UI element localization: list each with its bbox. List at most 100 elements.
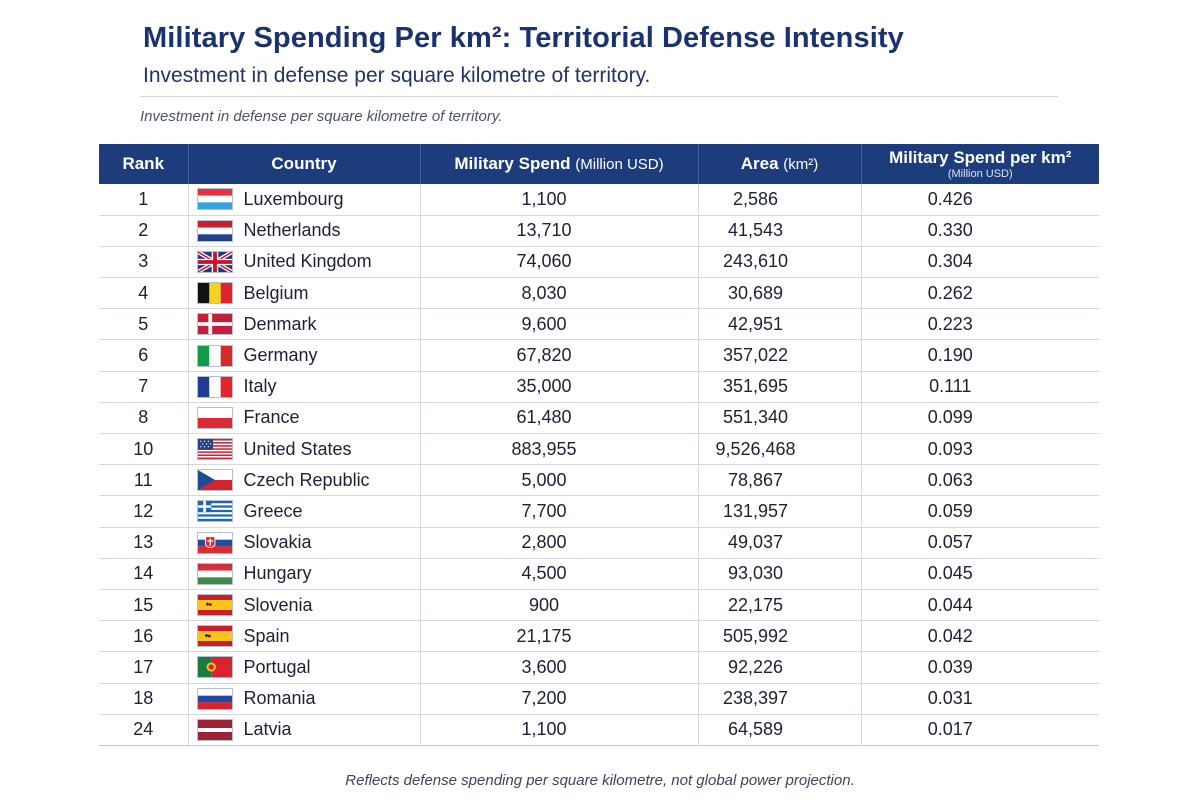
spend-per-km2-cell: 0.042 <box>861 620 1099 653</box>
rank-cell: 6 <box>99 339 189 372</box>
country-cell-content: Romania <box>196 687 420 710</box>
spend-per-km2-cell: 0.031 <box>861 683 1099 715</box>
country-cell-content: Spain <box>196 625 420 648</box>
table-header: Rank Country Military Spend (Million USD… <box>99 144 1099 184</box>
military-spend-cell: 7,700 <box>420 495 699 528</box>
spend-per-km2-cell: 0.059 <box>861 495 1099 528</box>
spend-per-km2-cell: 0.426 <box>861 184 1099 216</box>
area-cell: 131,957 <box>698 495 862 528</box>
table-row: 1 Luxembourg 1,100 2,586 0.426 <box>99 184 1099 216</box>
table-row: 5 Denmark 9,600 42,951 0.223 <box>99 308 1099 341</box>
table-row: 4 Belgium 8,030 30,689 0.262 <box>99 277 1099 310</box>
column-header-rank: Rank <box>99 144 189 184</box>
area-cell: 30,689 <box>698 277 862 310</box>
column-header-military-spend: Military Spend (Million USD) <box>420 144 699 184</box>
rank-cell: 17 <box>99 651 189 684</box>
country-name: France <box>243 407 300 428</box>
ranking-table-container: Rank Country Military Spend (Million USD… <box>99 144 1099 746</box>
country-cell: United States <box>188 433 421 466</box>
area-cell: 93,030 <box>698 558 862 590</box>
flag-france-style-icon <box>196 375 233 398</box>
country-cell: Italy <box>188 371 421 403</box>
country-name: Luxembourg <box>243 188 344 209</box>
flag-slovakia-icon <box>196 531 233 554</box>
country-cell-content: Luxembourg <box>196 188 420 211</box>
country-cell-content: Slovakia <box>196 531 420 554</box>
rank-cell: 2 <box>99 215 189 247</box>
country-cell-content: United Kingdom <box>196 250 420 273</box>
area-cell: 351,695 <box>698 371 862 403</box>
header-divider <box>140 96 1058 97</box>
column-header-rank-label: Rank <box>122 154 165 173</box>
column-header-spend-per-km2: Military Spend per km² (Million USD) <box>861 144 1099 184</box>
column-header-spend-per-km2-label: Military Spend per km² <box>889 147 1072 167</box>
country-name: Portugal <box>243 656 311 677</box>
country-name: Greece <box>243 500 303 521</box>
country-name: Netherlands <box>243 220 341 241</box>
column-header-area-label: Area <box>740 154 779 173</box>
rank-cell: 3 <box>99 246 189 279</box>
country-cell-content: Czech Republic <box>196 469 420 492</box>
column-header-spend-per-km2-unit: (Million USD) <box>947 167 1013 180</box>
flag-latvia-icon <box>196 718 233 741</box>
military-spend-cell: 35,000 <box>420 371 699 403</box>
area-cell: 243,610 <box>698 246 862 279</box>
military-spend-cell: 900 <box>420 589 699 622</box>
column-header-area: Area (km²) <box>698 144 862 184</box>
header-row: Rank Country Military Spend (Million USD… <box>99 144 1099 184</box>
country-cell: France <box>188 402 421 435</box>
rank-cell: 16 <box>99 620 189 653</box>
military-spend-cell: 2,800 <box>420 527 699 559</box>
country-cell: Hungary <box>188 558 421 590</box>
page-title: Military Spending Per km²: Territorial D… <box>143 22 904 54</box>
rank-cell: 1 <box>99 184 189 216</box>
spend-per-km2-cell: 0.223 <box>861 308 1099 341</box>
country-cell-content: United States <box>196 438 420 461</box>
rank-cell: 11 <box>99 464 189 497</box>
country-name: United States <box>243 438 352 459</box>
area-cell: 551,340 <box>698 402 862 435</box>
country-name: Belgium <box>243 282 309 303</box>
spend-per-km2-cell: 0.063 <box>861 464 1099 497</box>
flag-spain-style-icon <box>196 594 233 617</box>
spend-per-km2-cell: 0.044 <box>861 589 1099 622</box>
country-name: Spain <box>243 625 290 646</box>
military-spend-cell: 4,500 <box>420 558 699 590</box>
spend-per-km2-cell: 0.330 <box>861 215 1099 247</box>
area-cell: 505,992 <box>698 620 862 653</box>
flag-poland-style-icon <box>196 406 233 429</box>
spend-per-km2-cell: 0.057 <box>861 527 1099 559</box>
country-cell-content: Slovenia <box>196 594 420 617</box>
country-cell: United Kingdom <box>188 246 421 279</box>
spend-per-km2-cell: 0.190 <box>861 339 1099 372</box>
country-cell-content: Portugal <box>196 656 420 679</box>
lead-text: Investment in defense per square kilomet… <box>140 108 503 125</box>
military-spend-cell: 1,100 <box>420 714 699 746</box>
military-spend-cell: 13,710 <box>420 215 699 247</box>
military-spend-cell: 3,600 <box>420 651 699 684</box>
country-cell: Denmark <box>188 308 421 341</box>
country-cell: Portugal <box>188 651 421 684</box>
flag-belgium-icon <box>196 282 233 305</box>
country-name: Romania <box>243 688 316 709</box>
country-name: Denmark <box>243 313 317 334</box>
area-cell: 238,397 <box>698 683 862 715</box>
table-row: 2 Netherlands 13,710 41,543 0.330 <box>99 215 1099 247</box>
rank-cell: 12 <box>99 495 189 528</box>
spend-per-km2-cell: 0.045 <box>861 558 1099 590</box>
spend-per-km2-cell: 0.111 <box>861 371 1099 403</box>
flag-greece-icon <box>196 500 233 523</box>
country-name: Latvia <box>243 719 292 740</box>
rank-cell: 5 <box>99 308 189 341</box>
country-name: Hungary <box>243 563 312 584</box>
rank-cell: 7 <box>99 371 189 403</box>
country-cell: Netherlands <box>188 215 421 247</box>
flag-luxembourg-icon <box>196 188 233 211</box>
table-row: 15 Slovenia 900 22,175 0.044 <box>99 589 1099 622</box>
ranking-table: Rank Country Military Spend (Million USD… <box>99 144 1099 746</box>
table-row: 10 United States 883,955 9,526,468 0.093 <box>99 433 1099 466</box>
rank-cell: 18 <box>99 683 189 715</box>
table-body: 1 Luxembourg 1,100 2,586 0.426 2 Netherlands 13… <box>99 184 1099 746</box>
rank-cell: 4 <box>99 277 189 310</box>
country-cell-content: Belgium <box>196 282 420 305</box>
